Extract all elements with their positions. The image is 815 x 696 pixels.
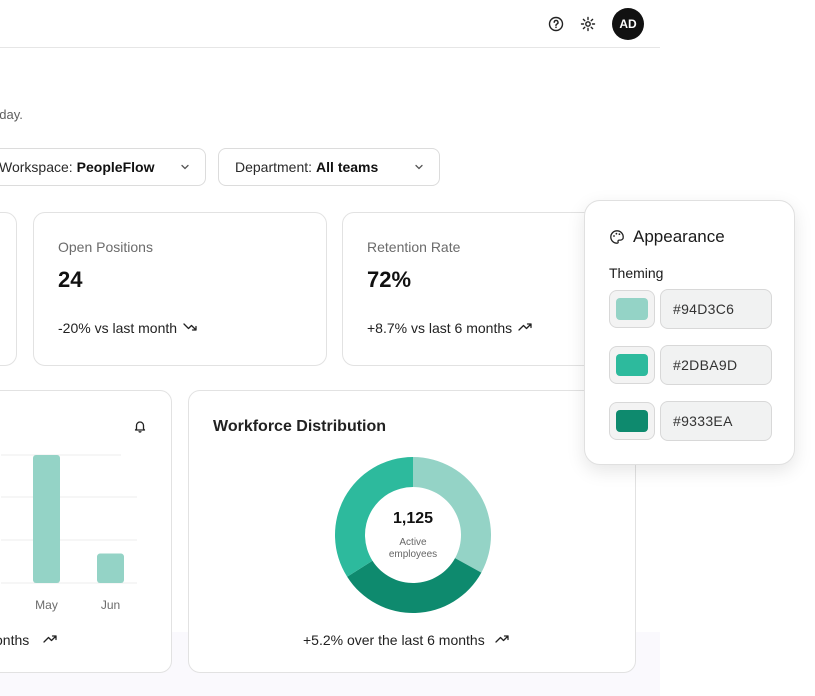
stat-trend: +8.7% vs last 6 months: [367, 320, 532, 336]
appearance-title: Appearance: [633, 227, 725, 246]
trend-down-icon: [183, 320, 197, 336]
panel-title: Workforce Distribution: [213, 418, 387, 435]
donut-slice-1[interactable]: [413, 457, 491, 573]
bar-chart-footer-text: onths: [0, 632, 30, 648]
chevron-down-icon: [413, 161, 425, 173]
stat-value: 72%: [367, 267, 412, 292]
stat-value: 24: [58, 267, 83, 292]
trend-up-icon: [518, 320, 532, 336]
stat-trend: -20% vs last month: [58, 320, 197, 336]
donut-footer: +5.2% over the last 6 months: [303, 632, 509, 648]
stat-label: Open Positions: [58, 239, 153, 255]
trend-up-icon: [495, 632, 509, 648]
donut-center-value: 1,125: [392, 510, 434, 527]
workspace-value: PeopleFlow: [76, 159, 155, 175]
avatar[interactable]: AD: [612, 8, 644, 40]
x-tick-label: May: [35, 598, 58, 612]
bar-jun[interactable]: [97, 553, 124, 583]
hex-input-2[interactable]: #2DBA9D: [660, 345, 772, 385]
stat-trend-text: +8.7% vs last 6 months: [367, 320, 513, 336]
color-swatch-2: [616, 354, 648, 376]
theming-label: Theming: [609, 265, 664, 281]
stat-label: Retention Rate: [367, 239, 461, 255]
bar-chart-svg: May Jun: [1, 454, 137, 612]
donut-footer-text: +5.2% over the last 6 months: [303, 632, 485, 648]
department-select[interactable]: Department: All teams: [218, 148, 440, 186]
color-swatch-button[interactable]: [609, 346, 655, 384]
hex-input-1[interactable]: #94D3C6: [660, 289, 772, 329]
bar-chart-panel: May Jun onths: [0, 390, 172, 673]
palette-icon: [609, 229, 625, 250]
workspace-select[interactable]: Workspace: PeopleFlow: [0, 148, 206, 186]
chevron-down-icon: [179, 161, 191, 173]
trend-up-icon: [43, 632, 57, 648]
donut-center-label: Active employees: [388, 537, 438, 560]
appearance-popover: Appearance Theming #94D3C6 #2DBA9D #9333…: [584, 200, 795, 465]
workspace-label: Workspace:: [0, 159, 73, 175]
donut-chart: [335, 457, 491, 613]
stat-card-partial: [0, 212, 17, 366]
bell-icon[interactable]: [133, 419, 147, 438]
department-value: All teams: [316, 159, 379, 175]
color-swatch-button[interactable]: [609, 402, 655, 440]
gear-icon[interactable]: [578, 14, 598, 34]
page-subtitle: oday.: [0, 107, 23, 122]
header-divider: [0, 47, 660, 48]
color-swatch-button[interactable]: [609, 290, 655, 328]
hex-input-3[interactable]: #9333EA: [660, 401, 772, 441]
color-swatch-1: [616, 298, 648, 320]
stat-trend-text: -20% vs last month: [58, 320, 178, 336]
workforce-distribution-panel: Workforce Distribution 1,125 Active empl…: [188, 390, 636, 673]
bar-chart-footer: onths: [0, 632, 57, 648]
department-label: Department:: [235, 159, 313, 175]
donut-slice-3[interactable]: [335, 457, 413, 577]
donut-slice-2[interactable]: [347, 558, 482, 613]
help-icon[interactable]: [546, 14, 566, 34]
stat-card-open-positions: Open Positions 24 -20% vs last month: [33, 212, 327, 366]
bar-may[interactable]: [33, 455, 60, 583]
color-swatch-3: [616, 410, 648, 432]
x-tick-label: Jun: [101, 598, 120, 612]
